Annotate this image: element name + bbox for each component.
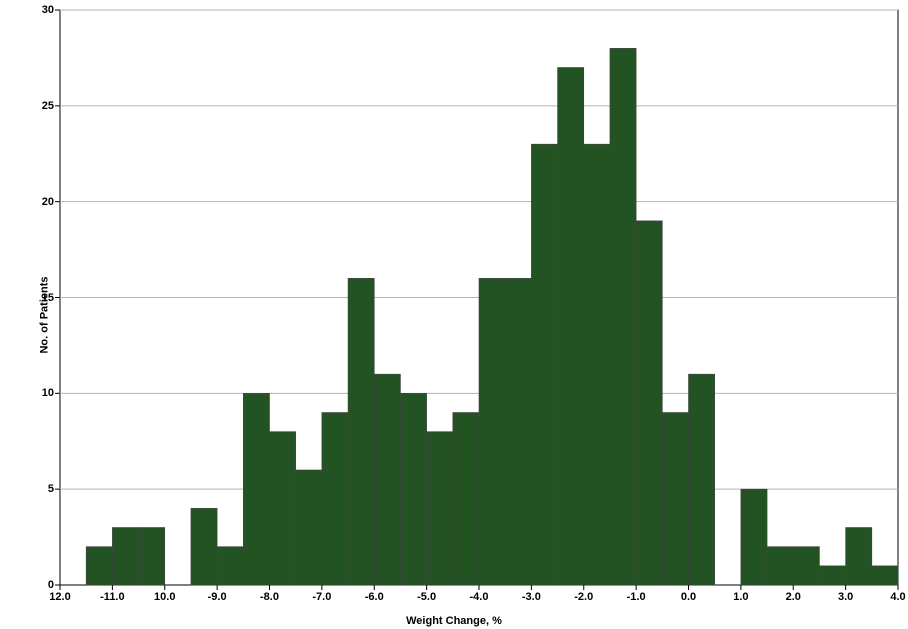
y-tick-label: 25 [26,100,54,112]
histogram-bar [505,278,531,585]
x-tick-label: -9.0 [197,591,237,603]
histogram-bar [793,547,819,585]
histogram-bar [531,144,557,585]
y-tick-label: 30 [26,4,54,16]
histogram-bar [610,48,636,585]
histogram-bar [296,470,322,585]
histogram-bar [243,393,269,585]
histogram-bar [139,528,165,586]
histogram-bar [191,508,217,585]
x-tick-label: 2.0 [773,591,813,603]
x-tick-label: -5.0 [407,591,447,603]
x-tick-label: -4.0 [459,591,499,603]
x-tick-label: -7.0 [302,591,342,603]
x-tick-label: -8.0 [250,591,290,603]
histogram-bar [86,547,112,585]
histogram-bar [689,374,715,585]
y-tick-label: 10 [26,387,54,399]
histogram-bar [427,432,453,585]
histogram-bar [846,528,872,586]
histogram-bar [270,432,296,585]
histogram-bar [636,221,662,585]
histogram-bar [322,413,348,586]
y-tick-label: 5 [26,483,54,495]
histogram-bar [767,547,793,585]
histogram-bar [479,278,505,585]
y-tick-label: 15 [26,292,54,304]
histogram-bar [741,489,767,585]
x-tick-label: -11.0 [92,591,132,603]
x-tick-label: -3.0 [511,591,551,603]
histogram-bar [400,393,426,585]
histogram-bar [584,144,610,585]
x-tick-label: -1.0 [616,591,656,603]
x-axis-label: Weight Change, % [406,615,502,627]
histogram-bar [112,528,138,586]
histogram-bar [558,68,584,586]
y-tick-label: 0 [26,579,54,591]
plot-area [0,0,908,629]
x-tick-label: 1.0 [721,591,761,603]
histogram-bar [217,547,243,585]
x-tick-label: -2.0 [564,591,604,603]
x-tick-label: 12.0 [40,591,80,603]
histogram-bar [662,413,688,586]
x-tick-label: 4.0 [878,591,908,603]
histogram-bar [374,374,400,585]
y-axis-label: No. of Patients [39,276,51,353]
histogram-bar [872,566,898,585]
y-tick-label: 20 [26,196,54,208]
histogram-bar [819,566,845,585]
histogram-bar [453,413,479,586]
histogram-chart: No. of Patients Weight Change, % 0 5 10 15 2… [0,0,908,629]
x-tick-label: 0.0 [669,591,709,603]
x-tick-label: 10.0 [145,591,185,603]
x-tick-label: 3.0 [826,591,866,603]
histogram-bar [348,278,374,585]
x-tick-label: -6.0 [354,591,394,603]
